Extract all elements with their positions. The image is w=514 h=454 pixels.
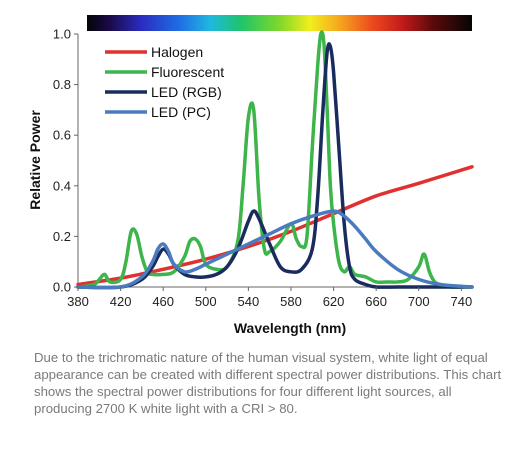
x-tick-label: 540 (238, 294, 260, 309)
x-axis-title: Wavelength (nm) (234, 320, 346, 336)
y-tick-label: 0.2 (53, 229, 71, 244)
y-tick-label: 0.0 (53, 280, 71, 295)
x-tick-label: 620 (323, 294, 345, 309)
x-tick-label: 420 (110, 294, 132, 309)
series-halogen-line (76, 165, 474, 287)
legend: Halogen Fluorescent LED (RGB) LED (PC) (105, 44, 224, 120)
ticks-layer: 380 420 460 500 540 580 620 660 700 740 0.0 0.2 0.4 0… (53, 27, 472, 310)
legend-halogen-label: Halogen (151, 44, 203, 60)
y-axis-title: Relative Power (27, 110, 43, 210)
series-fluorescent-line (76, 30, 474, 289)
legend-led-rgb-label: LED (RGB) (151, 84, 222, 100)
y-tick-label: 1.0 (53, 27, 71, 42)
x-tick-label: 500 (195, 294, 217, 309)
x-tick-label: 380 (67, 294, 89, 309)
y-tick-label: 0.6 (53, 128, 71, 143)
x-tick-label: 740 (450, 294, 472, 309)
legend-led-pc-label: LED (PC) (151, 104, 211, 120)
x-tick-label: 460 (152, 294, 174, 309)
legend-fluorescent-label: Fluorescent (151, 64, 224, 80)
y-tick-label: 0.8 (53, 77, 71, 92)
chart-caption: Due to the trichromatic nature of the hu… (34, 350, 502, 416)
x-tick-label: 700 (408, 294, 430, 309)
x-tick-label: 660 (365, 294, 387, 309)
y-tick-label: 0.4 (53, 178, 71, 193)
series-led-rgb-line (76, 42, 474, 290)
x-tick-label: 580 (280, 294, 302, 309)
spectrum-bar (87, 15, 472, 31)
series-led-pc-line (76, 209, 474, 290)
spectral-power-chart: 380 420 460 500 540 580 620 660 700 740 0.0 0.2 0.4 0… (27, 15, 474, 336)
series-layer (76, 30, 474, 290)
